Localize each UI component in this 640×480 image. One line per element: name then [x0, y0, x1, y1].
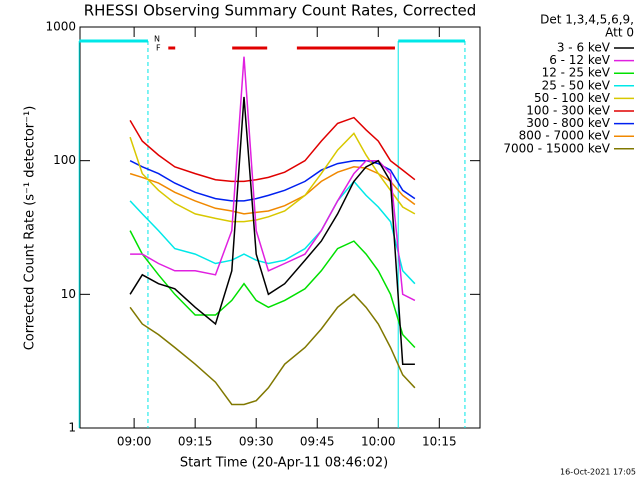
x-tick-label: 10:00: [361, 435, 396, 449]
legend-label: 300 - 800 keV: [526, 116, 610, 130]
legend-label: 50 - 100 keV: [534, 91, 611, 105]
series-line: [129, 293, 416, 406]
series-line: [129, 230, 416, 349]
legend-label: 100 - 300 keV: [526, 104, 610, 118]
chart-title: RHESSI Observing Summary Count Rates, Co…: [84, 2, 477, 20]
legend-header: Att 0: [605, 26, 634, 40]
legend-label: 12 - 25 keV: [542, 66, 611, 80]
x-tick-label: 09:45: [300, 435, 335, 449]
y-tick-label: 10: [61, 287, 76, 301]
timestamp: 16-Oct-2021 17:05: [560, 468, 636, 477]
x-axis-label: Start Time (20-Apr-11 08:46:02): [180, 456, 388, 471]
series-line: [129, 116, 416, 183]
y-tick-label: 100: [53, 153, 76, 167]
series-line: [129, 180, 416, 285]
y-axis-label: Corrected Count Rate (s⁻¹ detector⁻¹): [23, 106, 38, 351]
series-line: [129, 96, 415, 365]
flare-label: F: [156, 44, 161, 53]
x-tick-label: 10:15: [422, 435, 457, 449]
series-line: [130, 56, 416, 302]
series-line: [129, 159, 416, 202]
legend-header: Det 1,3,4,5,6,9,: [540, 13, 634, 27]
y-tick-label: 1000: [45, 20, 76, 34]
x-tick-label: 09:30: [239, 435, 274, 449]
legend-label: 6 - 12 keV: [549, 53, 611, 67]
plot-frame: [79, 26, 481, 429]
legend-label: 25 - 50 keV: [542, 78, 611, 92]
legend-label: 7000 - 15000 keV: [503, 141, 610, 155]
x-tick-label: 09:00: [117, 435, 152, 449]
x-tick-label: 09:15: [178, 435, 213, 449]
series-line: [129, 166, 416, 215]
series-line: [129, 132, 416, 223]
night-label: N: [154, 35, 160, 44]
y-tick-label: 1: [68, 421, 76, 435]
legend-label: 3 - 6 keV: [557, 41, 611, 55]
legend-label: 800 - 7000 keV: [519, 129, 611, 143]
